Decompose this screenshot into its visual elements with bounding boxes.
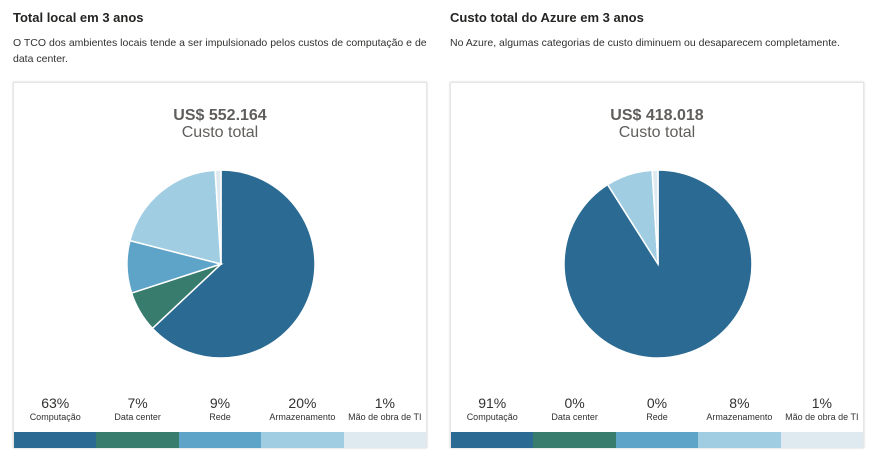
section-description: No Azure, algumas categorias de custo di… xyxy=(450,37,840,49)
legend-item: 1% Mão de obra de TI xyxy=(343,395,427,449)
pie-slice-m-o-de-obra-de-ti[interactable] xyxy=(651,169,659,265)
legend-percentage: 1% xyxy=(374,395,395,411)
legend-color-swatch xyxy=(533,432,616,448)
onprem-pie-chart xyxy=(126,169,316,359)
legend-item: 9% Rede xyxy=(178,395,262,449)
legend-percentage: 91% xyxy=(478,395,507,411)
onprem-legend: 63% Computação 7% Data center 9% Rede 20% Armaz… xyxy=(14,395,427,449)
onprem-chart-card: US$ 552.164 Custo total 63% Computação 7% D… xyxy=(13,82,427,448)
legend-category-label: Data center xyxy=(114,412,161,422)
legend-percentage: 1% xyxy=(811,395,832,411)
legend-percentage: 8% xyxy=(729,395,750,411)
legend-category-label: Computação xyxy=(29,412,81,422)
legend-percentage: 20% xyxy=(288,395,317,411)
legend-color-swatch xyxy=(261,432,344,448)
pie-slice-computa-o[interactable] xyxy=(151,169,316,359)
legend-category-label: Armazenamento xyxy=(706,412,773,422)
legend-color-swatch xyxy=(780,432,864,448)
legend-item: 1% Mão de obra de TI xyxy=(780,395,864,449)
legend-percentage: 9% xyxy=(209,395,231,411)
total-label: Custo total xyxy=(618,124,696,141)
azure-legend: 91% Computação 0% Data center 0% Rede 8% Armaze… xyxy=(451,395,864,449)
azure-chart-card: US$ 418.018 Custo total 91% Computação 0% D… xyxy=(450,82,864,448)
legend-item: 63% Computação xyxy=(14,395,97,449)
legend-item: 7% Data center xyxy=(96,395,179,449)
legend-item: 0% Rede xyxy=(615,395,699,449)
legend-item: 0% Data center xyxy=(533,395,616,449)
legend-category-label: Mão de obra de TI xyxy=(348,412,422,422)
legend-percentage: 0% xyxy=(564,395,585,411)
legend-percentage: 63% xyxy=(41,395,70,411)
legend-category-label: Rede xyxy=(646,412,668,422)
legend-item: 91% Computação xyxy=(451,395,534,449)
legend-color-swatch xyxy=(178,432,262,448)
legend-color-swatch xyxy=(451,432,534,448)
section-description: O TCO dos ambientes locais tende a ser i… xyxy=(13,37,427,65)
legend-color-swatch xyxy=(698,432,781,448)
legend-category-label: Rede xyxy=(209,412,231,422)
legend-category-label: Mão de obra de TI xyxy=(785,412,859,422)
legend-item: 8% Armazenamento xyxy=(698,395,781,449)
pie-slice-m-o-de-obra-de-ti[interactable] xyxy=(214,169,222,265)
legend-category-label: Armazenamento xyxy=(269,412,336,422)
section-title: Total local em 3 anos xyxy=(13,10,144,25)
legend-percentage: 0% xyxy=(646,395,668,411)
legend-percentage: 7% xyxy=(127,395,148,411)
total-amount: US$ 552.164 xyxy=(173,107,267,124)
total-amount: US$ 418.018 xyxy=(610,107,704,124)
legend-category-label: Computação xyxy=(466,412,518,422)
legend-color-swatch xyxy=(343,432,427,448)
legend-category-label: Data center xyxy=(551,412,598,422)
pie-slice-armazenamento[interactable] xyxy=(129,169,222,265)
azure-pie-chart xyxy=(563,169,753,359)
legend-item: 20% Armazenamento xyxy=(261,395,344,449)
legend-color-swatch xyxy=(615,432,699,448)
total-label: Custo total xyxy=(181,124,259,141)
section-title: Custo total do Azure em 3 anos xyxy=(450,10,644,25)
legend-color-swatch xyxy=(14,432,97,448)
legend-color-swatch xyxy=(96,432,179,448)
